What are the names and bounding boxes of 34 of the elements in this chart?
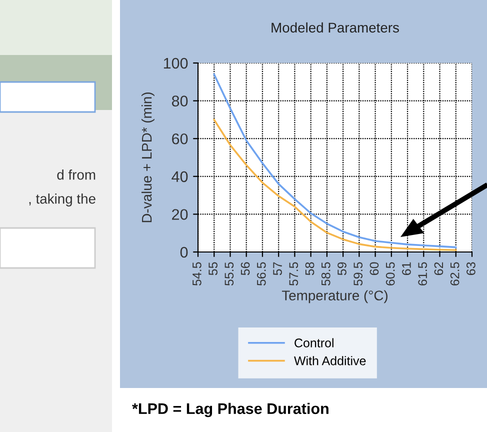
y-tick-label: 80 [172, 96, 188, 106]
x-tick-label: 57.5 [289, 262, 298, 286]
y-tick-label: 100 [164, 58, 188, 69]
x-tick-label: 60.5 [386, 262, 395, 286]
x-tick-label: 61 [402, 262, 411, 275]
x-tick-label: 56.5 [256, 262, 266, 286]
line-series [213, 73, 457, 248]
x-tick-label: 59.5 [354, 262, 363, 286]
x-tick-label: 57 [273, 262, 282, 276]
text: , taking the [29, 194, 96, 206]
legend-label: With Additive [294, 356, 366, 366]
y-tick-label: 60 [172, 133, 188, 144]
legend-label: Control [294, 338, 334, 348]
x-tick-label: 62 [434, 262, 444, 275]
x-tick-label: 63 [466, 262, 476, 275]
x-tick-label: 60 [370, 262, 379, 275]
y-tick-label: 0 [180, 246, 188, 258]
y-axis-title: D-value + LPD* (min) [142, 92, 154, 222]
x-tick-label: 58 [305, 262, 314, 276]
x-tick-label: 61.5 [418, 262, 428, 286]
chart-title: Modeled Parameters [272, 22, 399, 33]
x-tick-label: 54.5 [192, 262, 202, 286]
x-tick-label: 59 [338, 262, 346, 276]
x-tick-label: 62.5 [450, 262, 460, 286]
y-tick-label: 20 [172, 209, 188, 220]
line-series [213, 118, 457, 252]
x-tick-label: 56 [240, 262, 250, 276]
x-tick-label: 58.5 [321, 262, 330, 286]
y-tick-label: 40 [172, 171, 188, 182]
x-tick-label: 55 [208, 262, 218, 276]
text: d from [57, 170, 96, 180]
x-tick-label: 55.5 [224, 262, 234, 286]
x-axis-title: Temperature (°C) [282, 290, 388, 304]
text: *LPD = Lag Phase Duration [132, 402, 328, 418]
